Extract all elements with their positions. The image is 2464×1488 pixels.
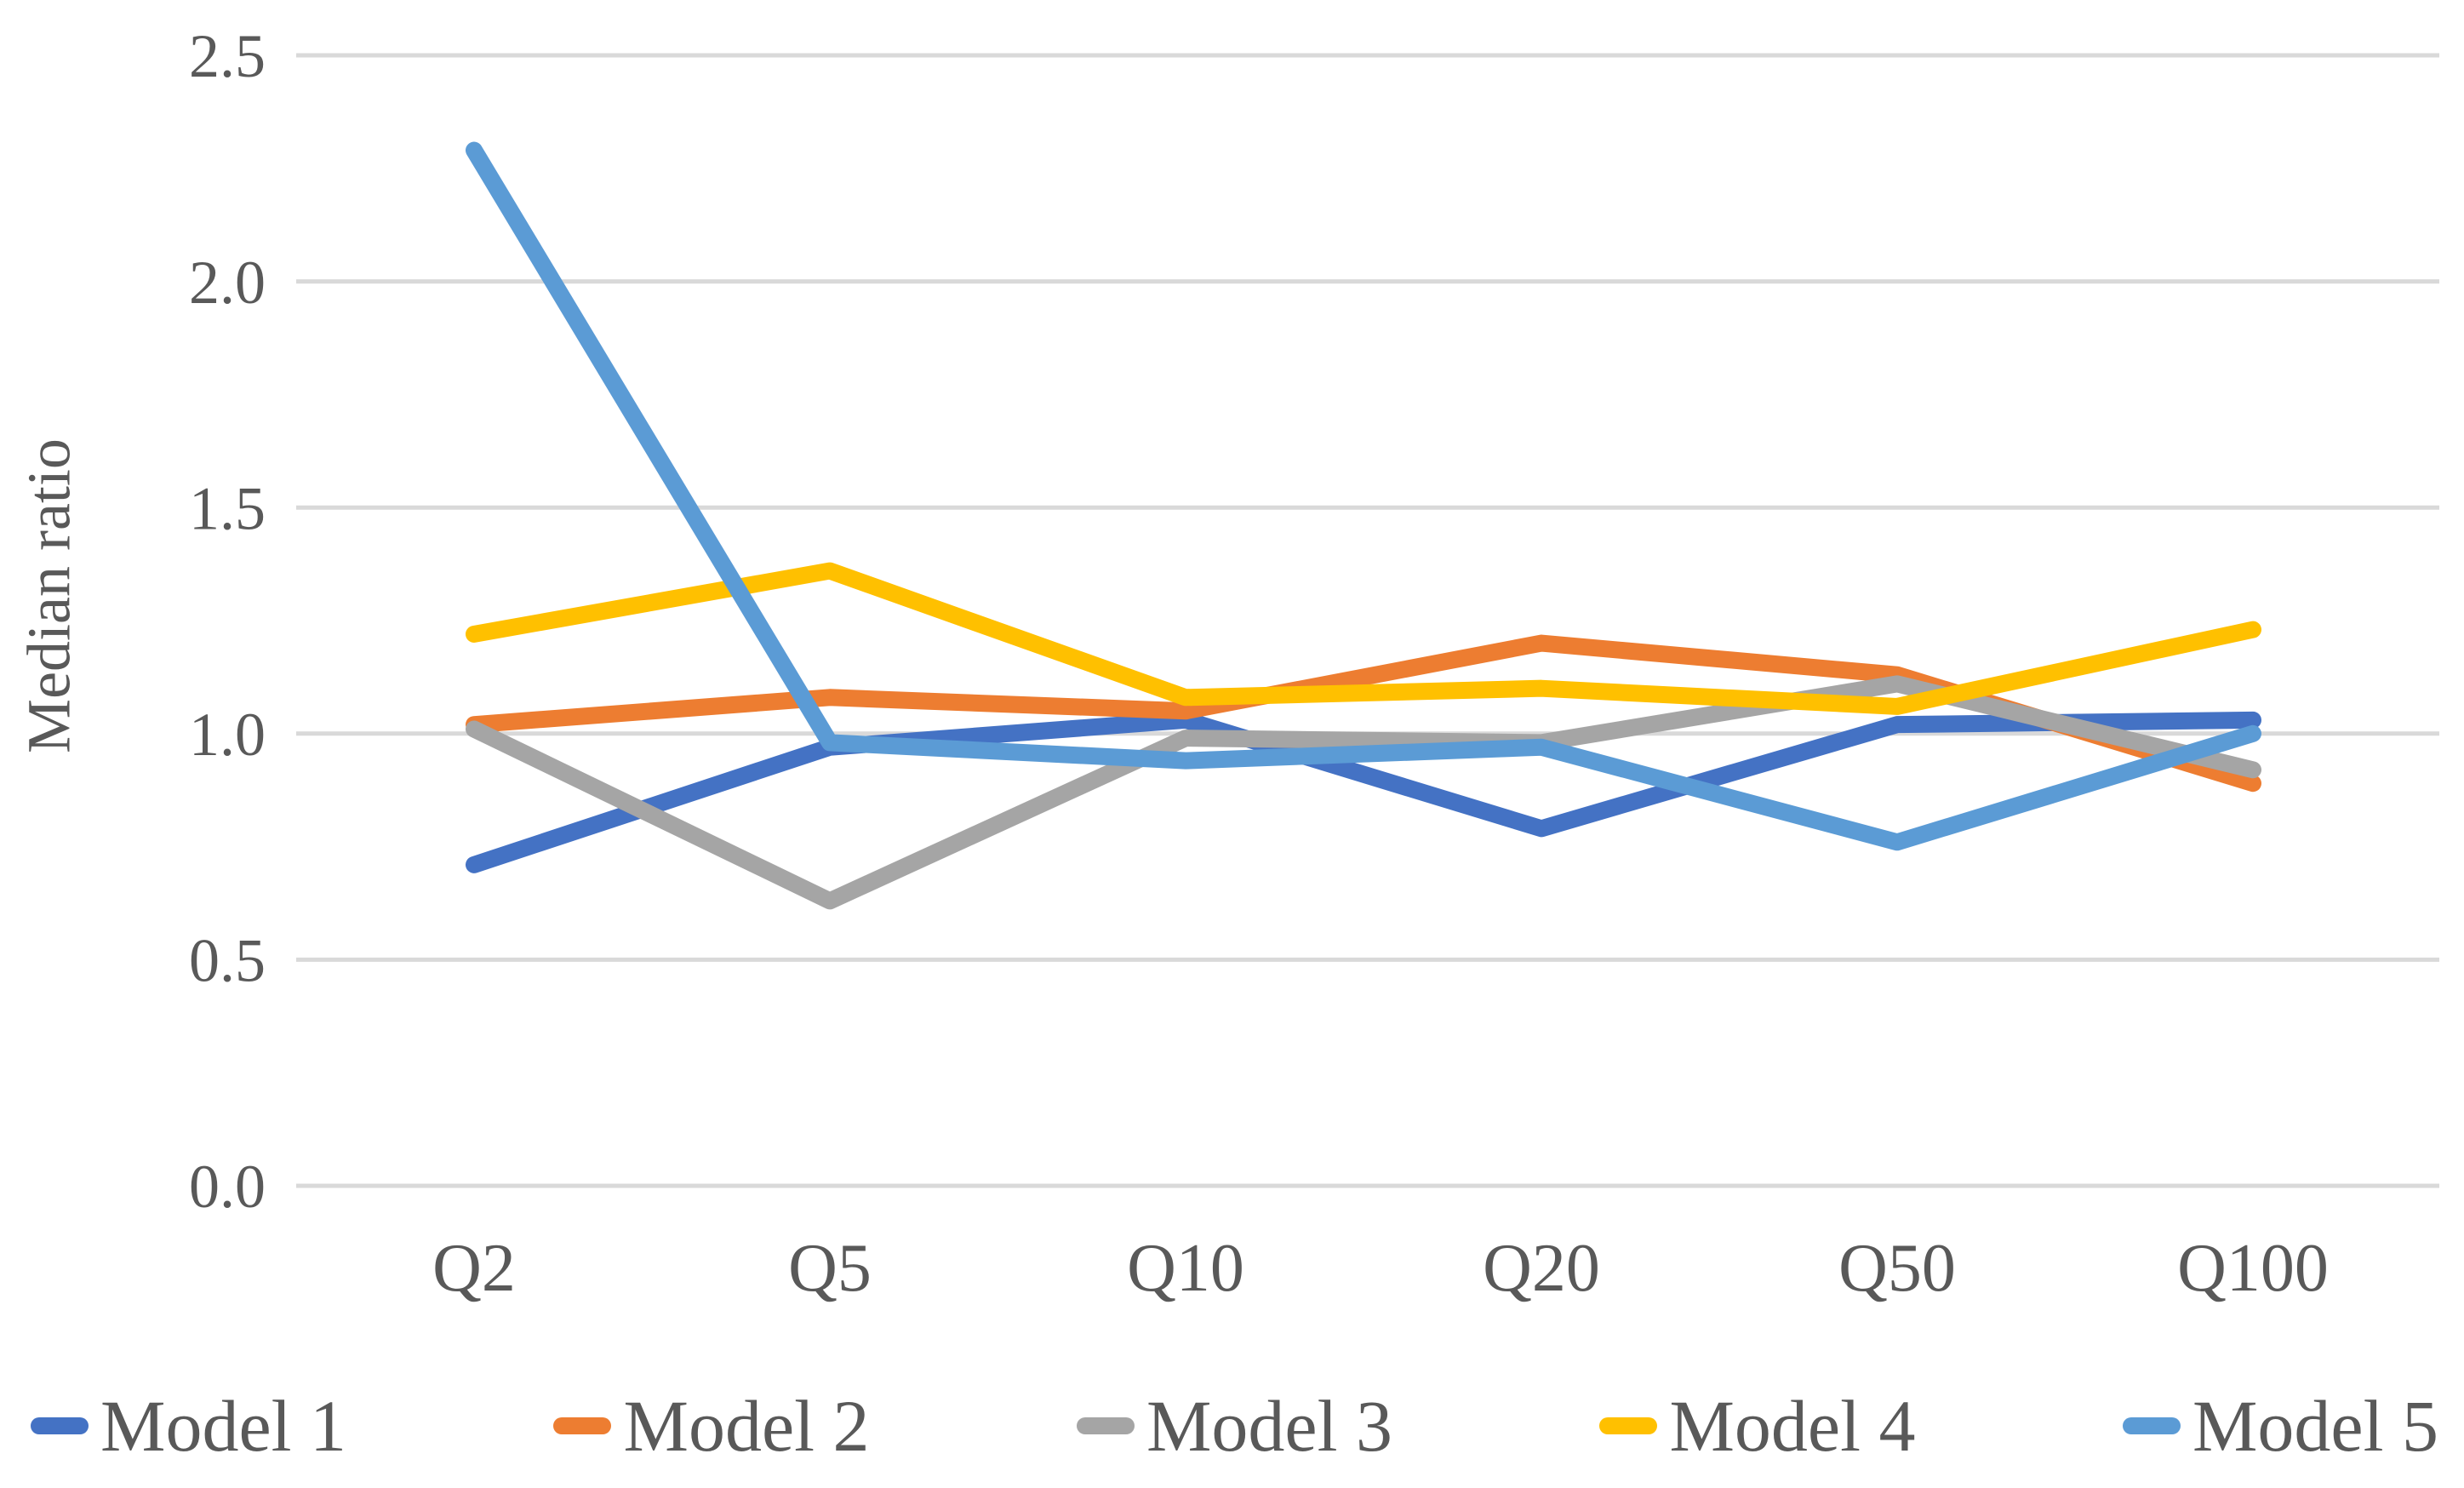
legend-item-model-2: Model 2 <box>553 1385 870 1467</box>
legend-label: Model 3 <box>1146 1385 1393 1467</box>
legend-swatch-model-1 <box>31 1417 89 1434</box>
y-tick-label: 0.0 <box>189 1153 266 1221</box>
y-tick-label: 2.0 <box>189 249 266 317</box>
x-axis-label: Q2 <box>432 1231 516 1306</box>
y-tick-label: 0.5 <box>189 927 266 995</box>
legend-item-model-3: Model 3 <box>1076 1385 1393 1467</box>
legend-label: Model 5 <box>2192 1385 2438 1467</box>
legend-item-model-4: Model 4 <box>1599 1385 1916 1467</box>
x-axis-label: Q10 <box>1127 1231 1244 1306</box>
x-axis-labels: Q2 Q5 Q10 Q20 Q50 Q100 <box>432 1231 2329 1306</box>
legend-label: Model 4 <box>1669 1385 1916 1467</box>
legend-item-model-5: Model 5 <box>2122 1385 2438 1467</box>
x-axis-label: Q5 <box>788 1231 872 1306</box>
legend: Model 1 Model 2 Model 3 Model 4 Model 5 <box>31 1372 2438 1479</box>
legend-swatch-model-4 <box>1599 1417 1658 1434</box>
legend-swatch-model-3 <box>1076 1417 1135 1434</box>
legend-swatch-model-2 <box>553 1417 612 1434</box>
legend-swatch-model-5 <box>2122 1417 2181 1434</box>
y-tick-labels: 0.0 0.5 1.0 1.5 2.0 2.5 <box>189 22 266 1221</box>
x-axis-label: Q50 <box>1838 1231 1956 1306</box>
y-tick-label: 1.5 <box>189 474 266 542</box>
series-line-model-1 <box>466 711 2261 873</box>
y-axis-title: Median ratio <box>14 438 83 753</box>
series-line-model-5 <box>466 141 2261 851</box>
y-tick-label: 1.0 <box>189 701 266 769</box>
legend-label: Model 1 <box>100 1385 347 1467</box>
x-axis-label: Q100 <box>2177 1231 2329 1306</box>
y-tick-label: 2.5 <box>189 22 266 90</box>
x-axis-label: Q20 <box>1483 1231 1600 1306</box>
series-lines <box>466 141 2261 910</box>
series-line-model-4 <box>466 562 2261 715</box>
legend-label: Model 2 <box>623 1385 870 1467</box>
legend-item-model-1: Model 1 <box>31 1389 346 1462</box>
gridlines <box>296 53 2439 1188</box>
